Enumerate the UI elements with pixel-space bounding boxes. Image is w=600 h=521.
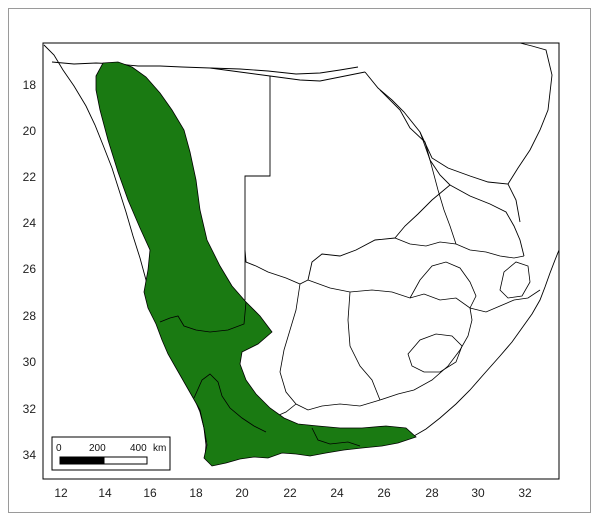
province-boundary	[499, 261, 531, 299]
scale-bar-black-segment	[59, 456, 105, 465]
namibia-angola-border	[51, 61, 359, 75]
x-tick-label: 20	[235, 486, 249, 500]
scale-bar-white-segment	[103, 456, 148, 465]
caprivi-strip	[209, 67, 366, 82]
scale-bar: 0 200 400 km	[51, 436, 171, 471]
botswana-zimbabwe-border	[379, 89, 451, 239]
province-boundary	[307, 279, 541, 313]
x-axis-ticks: 12 14 16 18 20 22 24 26 28 30 32	[54, 486, 532, 500]
y-axis-ticks: 18 20 22 24 26 28 30 32 34	[23, 78, 37, 462]
y-tick-label: 34	[23, 448, 37, 462]
range-internal-boundary	[311, 427, 361, 447]
y-tick-label: 30	[23, 355, 37, 369]
y-tick-label: 28	[23, 309, 37, 323]
x-tick-label: 22	[283, 486, 297, 500]
scale-unit: km	[153, 443, 166, 454]
province-boundary	[279, 283, 473, 411]
y-tick-label: 18	[23, 78, 37, 92]
y-tick-label: 22	[23, 170, 37, 184]
y-tick-label: 32	[23, 402, 37, 416]
scale-label-200: 200	[89, 443, 106, 454]
x-tick-label: 32	[518, 486, 532, 500]
x-tick-label: 14	[98, 486, 112, 500]
province-boundary	[407, 333, 463, 373]
x-tick-label: 24	[330, 486, 344, 500]
mozambique-border	[507, 42, 553, 185]
south-africa-mozambique-border	[449, 184, 525, 257]
y-tick-label: 26	[23, 262, 37, 276]
range-internal-boundary	[159, 301, 247, 333]
province-boundary	[409, 261, 477, 309]
province-boundary	[394, 237, 525, 259]
botswana-south-africa-border	[244, 237, 396, 285]
y-tick-label: 24	[23, 216, 37, 230]
distribution-range	[95, 61, 417, 467]
province-boundary	[419, 131, 457, 245]
province-boundary	[347, 291, 381, 401]
x-tick-label: 12	[54, 486, 68, 500]
x-tick-label: 18	[189, 486, 203, 500]
range-internal-boundary	[193, 373, 267, 433]
namibia-botswana-border	[244, 76, 271, 300]
figure-frame	[8, 8, 591, 513]
x-tick-label: 16	[143, 486, 157, 500]
x-tick-label: 26	[377, 486, 391, 500]
scale-label-400: 400	[130, 443, 147, 454]
scale-label-0: 0	[56, 443, 62, 454]
zambia-zimbabwe-border	[364, 71, 521, 223]
x-tick-label: 28	[425, 486, 439, 500]
y-tick-label: 20	[23, 124, 37, 138]
x-tick-label: 30	[471, 486, 485, 500]
map-area-border	[42, 42, 560, 480]
